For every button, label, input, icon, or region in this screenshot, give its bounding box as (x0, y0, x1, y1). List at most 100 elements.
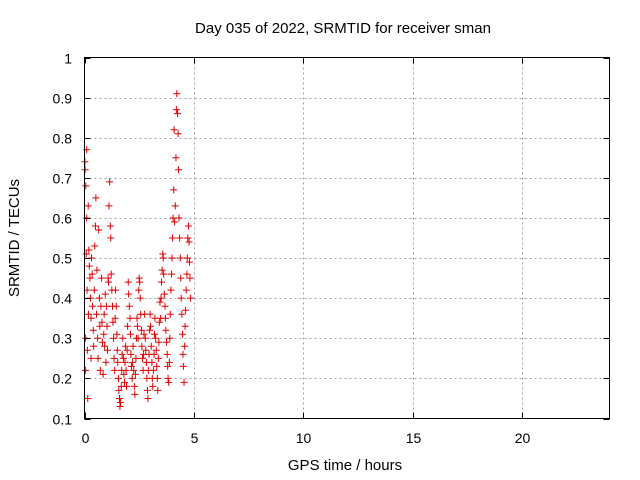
data-point (171, 202, 179, 210)
data-point (170, 126, 178, 134)
data-point (178, 310, 186, 318)
data-point (158, 278, 165, 286)
data-point (87, 314, 95, 322)
data-point (106, 178, 114, 186)
x-tick-labels: 0 5 10 15 20 (82, 430, 531, 446)
data-point (84, 310, 92, 318)
data-point (154, 354, 162, 362)
data-point (131, 370, 139, 378)
x-tick-label: 5 (191, 430, 199, 446)
data-point (93, 266, 101, 274)
data-point (173, 90, 181, 98)
data-point (123, 346, 131, 354)
data-point (152, 334, 160, 342)
data-point (183, 270, 191, 278)
data-point (157, 294, 165, 302)
data-point (91, 242, 99, 250)
y-tick-label: 0.2 (53, 371, 73, 387)
data-point (105, 278, 113, 286)
data-point (84, 202, 92, 210)
chart-title: Day 035 of 2022, SRMTID for receiver sma… (195, 20, 491, 37)
data-point (177, 274, 185, 282)
data-point (92, 194, 100, 202)
data-point (96, 366, 104, 374)
data-point (98, 274, 106, 282)
data-point (187, 294, 195, 302)
data-point (94, 354, 102, 362)
data-point (116, 402, 124, 410)
data-point (179, 362, 187, 370)
data-point (81, 166, 89, 174)
data-point (119, 354, 127, 362)
data-point (150, 350, 158, 358)
data-point (110, 354, 118, 362)
data-point (161, 302, 169, 310)
data-point (89, 302, 97, 310)
data-point (117, 398, 125, 406)
data-point (120, 370, 128, 378)
data-point (181, 342, 189, 350)
data-point (153, 362, 161, 370)
data-point (121, 358, 129, 366)
data-point (160, 270, 168, 278)
data-point (103, 346, 111, 354)
data-point (175, 166, 183, 174)
data-point (179, 330, 186, 338)
data-point (172, 154, 180, 162)
x-axis-label: GPS time / hours (288, 457, 402, 474)
data-point (95, 226, 103, 234)
data-point (84, 394, 92, 402)
data-point (171, 218, 179, 226)
data-point (124, 322, 132, 330)
data-point (138, 354, 146, 362)
data-point (170, 186, 178, 194)
data-point (82, 366, 90, 374)
data-point (103, 322, 111, 330)
data-point (101, 342, 109, 350)
data-point (186, 274, 194, 282)
data-point (123, 382, 130, 390)
data-point (180, 378, 188, 386)
data-point (129, 342, 137, 350)
data-point (124, 278, 132, 286)
data-point (102, 358, 110, 366)
data-point (130, 382, 138, 390)
data-point (147, 322, 155, 330)
data-point (111, 314, 119, 322)
data-point (116, 394, 123, 402)
data-point (82, 182, 90, 190)
data-point (112, 286, 120, 294)
data-point (87, 354, 95, 362)
data-point (164, 362, 172, 370)
y-tick-labels: 0.1 0.2 0.3 0.4 0.5 0.6 0.7 0.8 0.9 1 (53, 51, 73, 428)
data-point (154, 386, 162, 394)
data-point (134, 334, 142, 342)
data-point (175, 214, 183, 222)
data-point (101, 290, 109, 298)
data-point (133, 322, 141, 330)
data-point (174, 130, 182, 138)
data-point (93, 310, 101, 318)
data-point (137, 326, 145, 334)
data-point (106, 222, 114, 230)
data-point (148, 358, 156, 366)
data-point (126, 330, 134, 338)
data-point (138, 342, 146, 350)
data-point (94, 334, 102, 342)
data-point (173, 110, 181, 118)
data-point (182, 306, 190, 314)
x-tick-label: 15 (406, 430, 422, 446)
axis-ticks (84, 57, 610, 420)
x-tick-label: 20 (515, 430, 531, 446)
y-axis-label: SRMTID / TECUs (6, 179, 23, 297)
data-point (131, 390, 139, 398)
data-point (172, 106, 180, 114)
grid (84, 57, 610, 419)
data-point (128, 362, 136, 370)
data-point (152, 346, 160, 354)
data-point (147, 342, 155, 350)
data-point (177, 294, 185, 302)
data-point (132, 354, 140, 362)
data-point (127, 350, 135, 358)
